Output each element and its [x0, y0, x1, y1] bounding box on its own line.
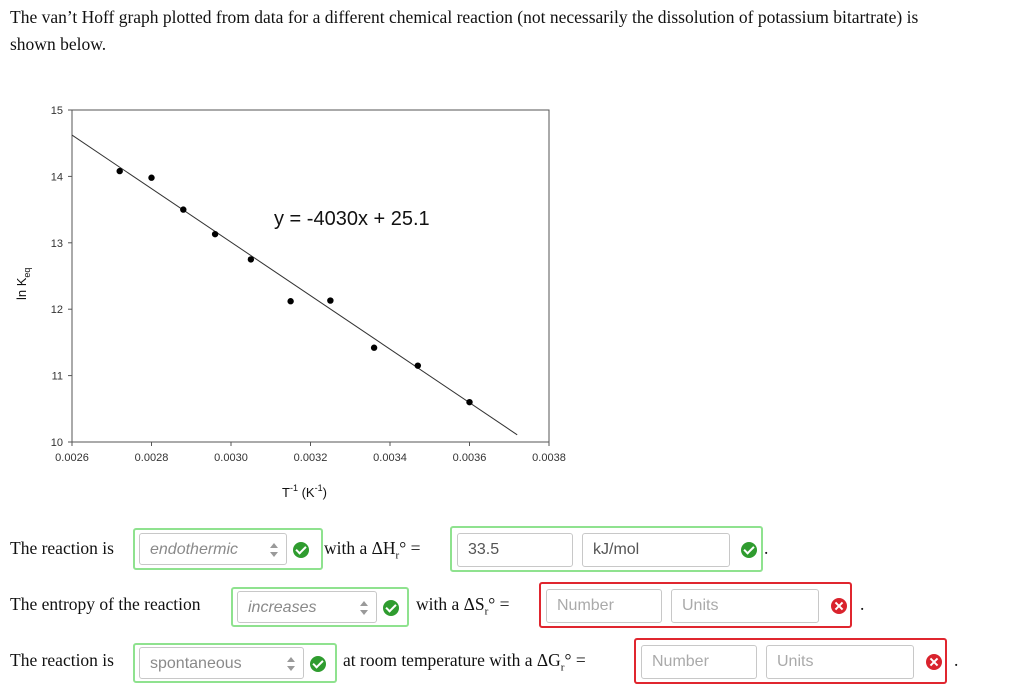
- entropy-selected: increases: [248, 599, 317, 616]
- data-point: [327, 297, 334, 304]
- x-tick-label: 0.0032: [294, 452, 328, 464]
- y-tick-label: 11: [52, 371, 63, 383]
- trendline-equation: y = -4030x + 25.1: [274, 208, 430, 230]
- plot-area: [71, 109, 550, 443]
- x-tick-label: 0.0030: [214, 452, 248, 464]
- reaction-type-selected: endothermic: [150, 541, 239, 558]
- data-point: [211, 230, 219, 238]
- data-point: [148, 174, 155, 181]
- trailing-period: .: [860, 594, 865, 614]
- enthalpy-label-sub: r: [395, 549, 400, 562]
- question-line-2: shown below.: [10, 34, 107, 54]
- entropy-change-label-sub: r: [484, 605, 489, 618]
- gibbs-value-input[interactable]: Number: [641, 645, 757, 679]
- x-tick-label: 0.0028: [135, 452, 169, 464]
- enthalpy-label-suffix: ° =: [399, 538, 421, 558]
- data-point: [370, 344, 378, 351]
- entropy-change-label-suffix: ° =: [488, 594, 510, 614]
- reaction-type-label: The reaction is: [10, 538, 114, 558]
- vant-hoff-chart: 0.0026 0.0028 0.0030 0.0032 0.0034 0.0036 0.00…: [0, 95, 600, 515]
- spontaneity-answer-box: spontaneous: [133, 643, 337, 683]
- enthalpy-answer-box: 33.5 kJ/mol: [450, 526, 763, 572]
- x-axis-label: T-1 (K-1): [282, 483, 327, 500]
- entropy-change-answer-box: Number Units: [539, 582, 852, 628]
- entropy-units-input[interactable]: Units: [671, 589, 819, 623]
- entropy-answer-box: increases: [231, 587, 409, 627]
- enthalpy-value-input[interactable]: 33.5: [457, 533, 573, 567]
- y-tick-label: 10: [51, 437, 63, 449]
- gibbs-answer-box: Number Units: [634, 638, 947, 684]
- x-tick-label: 0.0026: [55, 452, 89, 464]
- y-tick-label: 12: [51, 304, 63, 316]
- trailing-period: .: [954, 650, 959, 670]
- y-tick-label: 14: [51, 171, 63, 183]
- data-point: [287, 298, 294, 305]
- select-arrows-icon: [287, 657, 295, 671]
- data-point: [414, 362, 422, 369]
- spontaneity-selected: spontaneous: [150, 655, 242, 672]
- y-tick-label: 13: [51, 238, 63, 250]
- x-tick-label: 0.0036: [453, 452, 487, 464]
- gibbs-label-suffix: ° =: [564, 650, 586, 670]
- chart-svg: 0.0026 0.0028 0.0030 0.0032 0.0034 0.0036 0.00…: [14, 105, 566, 500]
- gibbs-label-text: at room temperature with a ΔG: [343, 650, 561, 670]
- spontaneity-label: The reaction is: [10, 650, 114, 670]
- question-text: The van’t Hoff graph plotted from data f…: [10, 4, 1020, 58]
- x-tick-label: 0.0038: [532, 452, 566, 464]
- y-axis-label: ln Keq: [14, 268, 32, 300]
- enthalpy-label: with a ΔHr° =: [324, 538, 420, 562]
- spontaneity-select[interactable]: spontaneous: [139, 647, 304, 679]
- select-arrows-icon: [270, 543, 278, 557]
- trendline: [71, 134, 518, 436]
- gibbs-label: at room temperature with a ΔGr° =: [343, 650, 586, 674]
- y-tick-label: 15: [51, 105, 63, 117]
- entropy-change-label-text: with a ΔS: [416, 594, 485, 614]
- data-point: [116, 167, 123, 175]
- data-point: [466, 398, 473, 406]
- correct-check-icon: [383, 600, 399, 616]
- entropy-label: The entropy of the reaction: [10, 594, 201, 614]
- data-point: [180, 206, 187, 213]
- correct-check-icon: [293, 542, 309, 558]
- select-arrows-icon: [360, 601, 368, 615]
- enthalpy-units-input[interactable]: kJ/mol: [582, 533, 730, 567]
- x-tick-label: 0.0034: [373, 452, 407, 464]
- reaction-type-answer-box: endothermic: [133, 528, 323, 570]
- incorrect-x-icon: [831, 598, 847, 614]
- correct-check-icon: [741, 542, 757, 558]
- data-point: [247, 256, 255, 263]
- correct-check-icon: [310, 656, 326, 672]
- reaction-type-select[interactable]: endothermic: [139, 533, 287, 565]
- gibbs-units-input[interactable]: Units: [766, 645, 914, 679]
- incorrect-x-icon: [926, 654, 942, 670]
- question-line-1: The van’t Hoff graph plotted from data f…: [10, 7, 919, 27]
- entropy-select[interactable]: increases: [237, 591, 377, 623]
- entropy-value-input[interactable]: Number: [546, 589, 662, 623]
- gibbs-label-sub: r: [560, 661, 565, 674]
- trailing-period: .: [764, 538, 769, 558]
- entropy-change-label: with a ΔSr° =: [416, 594, 510, 618]
- enthalpy-label-text: with a ΔH: [324, 538, 396, 558]
